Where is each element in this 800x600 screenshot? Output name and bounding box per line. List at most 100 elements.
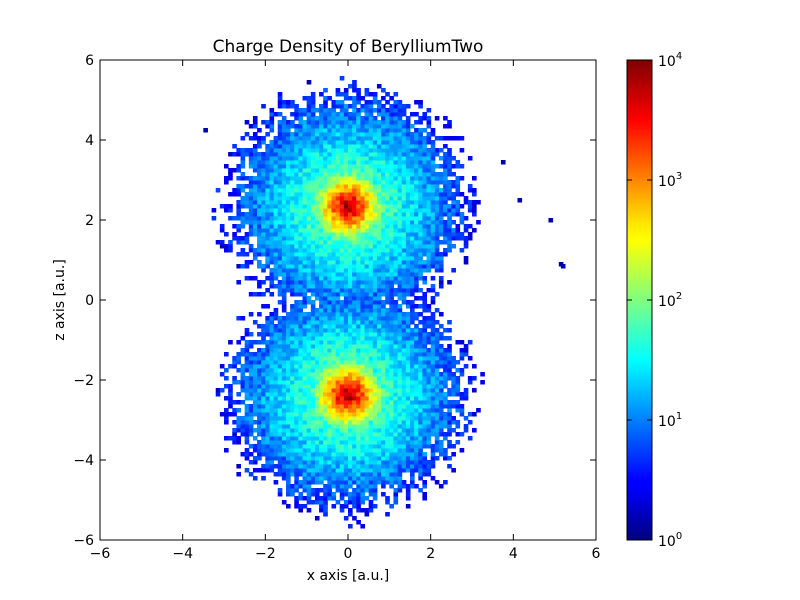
heatmap-cell — [401, 316, 407, 321]
heatmap-cell — [335, 140, 341, 145]
heatmap-cell — [451, 416, 456, 421]
heatmap-cell — [376, 212, 382, 217]
heatmap-cell — [348, 380, 353, 385]
heatmap-cell — [343, 404, 349, 409]
heatmap-cell — [277, 144, 283, 149]
heatmap-cell — [261, 324, 266, 329]
heatmap-cell — [389, 276, 394, 281]
heatmap-cell — [265, 428, 270, 433]
heatmap-cell — [434, 380, 440, 385]
heatmap-cell — [302, 428, 308, 433]
heatmap-cell — [302, 476, 308, 481]
heatmap-cell — [389, 460, 394, 465]
heatmap-cell — [327, 160, 332, 165]
heatmap-cell — [343, 96, 349, 101]
heatmap-cell — [447, 360, 452, 365]
heatmap-cell — [368, 208, 374, 213]
heatmap-cell — [286, 288, 291, 293]
heatmap-cell — [385, 244, 390, 249]
heatmap-cell — [356, 192, 361, 197]
heatmap-cell — [261, 336, 266, 341]
heatmap-cell — [426, 320, 432, 325]
heatmap-cell — [414, 240, 419, 245]
heatmap-cell — [364, 288, 370, 293]
heatmap-cell — [215, 392, 221, 397]
heatmap-cell — [385, 260, 390, 265]
heatmap-cell — [410, 164, 415, 169]
heatmap-cell — [397, 272, 403, 277]
heatmap-cell — [360, 468, 366, 473]
heatmap-cell — [215, 388, 221, 393]
heatmap-cell — [356, 296, 361, 301]
heatmap-cell — [422, 464, 428, 469]
heatmap-cell — [381, 344, 386, 349]
heatmap-cell — [467, 200, 473, 205]
heatmap-cell — [356, 112, 361, 117]
heatmap-cell — [352, 436, 357, 441]
heatmap-cell — [405, 272, 411, 277]
heatmap-cell — [331, 228, 337, 233]
heatmap-cell — [397, 148, 403, 153]
heatmap-cell — [414, 356, 419, 361]
heatmap-cell — [327, 404, 332, 409]
heatmap-cell — [240, 184, 246, 189]
heatmap-cell — [434, 388, 440, 393]
heatmap-cell — [323, 432, 328, 437]
heatmap-cell — [438, 412, 444, 417]
heatmap-cell — [443, 416, 448, 421]
heatmap-cell — [397, 128, 403, 133]
heatmap-cell — [385, 348, 390, 353]
heatmap-cell — [451, 452, 456, 457]
heatmap-cell — [376, 332, 382, 337]
heatmap-cell — [265, 400, 270, 405]
heatmap-cell — [261, 376, 266, 381]
heatmap-cell — [323, 304, 328, 309]
heatmap-cell — [323, 512, 328, 517]
heatmap-cell — [410, 480, 415, 485]
heatmap-cell — [343, 444, 349, 449]
heatmap-cell — [385, 360, 390, 365]
heatmap-cell — [240, 148, 246, 153]
heatmap-cell — [385, 316, 390, 321]
heatmap-cell — [294, 468, 299, 473]
heatmap-cell — [269, 368, 275, 373]
heatmap-cell — [314, 236, 320, 241]
heatmap-cell — [302, 256, 308, 261]
heatmap-cell — [389, 448, 394, 453]
heatmap-cell — [257, 416, 262, 421]
heatmap-cell — [368, 232, 374, 237]
heatmap-cell — [269, 352, 275, 357]
heatmap-cell — [352, 416, 357, 421]
heatmap-cell — [364, 228, 370, 233]
heatmap-cell — [376, 456, 382, 461]
heatmap-cell — [310, 428, 316, 433]
heatmap-cell — [389, 292, 394, 297]
heatmap-cell — [426, 288, 432, 293]
heatmap-cell — [352, 168, 357, 173]
heatmap-cell — [352, 324, 357, 329]
heatmap-cell — [319, 120, 324, 125]
heatmap-cell — [240, 416, 246, 421]
heatmap-cell — [273, 376, 279, 381]
heatmap-cell — [314, 284, 320, 289]
heatmap-cell — [323, 192, 328, 197]
heatmap-cell — [240, 216, 246, 221]
heatmap-cell — [290, 124, 295, 129]
heatmap-cell — [405, 464, 411, 469]
heatmap-cell — [414, 448, 419, 453]
heatmap-cell — [265, 408, 270, 413]
heatmap-cell — [368, 272, 374, 277]
heatmap-cell — [438, 312, 444, 317]
heatmap-cell — [385, 324, 390, 329]
heatmap-cell — [343, 488, 349, 493]
heatmap-cell — [368, 268, 374, 273]
heatmap-cell — [368, 308, 374, 313]
heatmap-cell — [426, 348, 432, 353]
heatmap-cell — [331, 268, 337, 273]
heatmap-cell — [252, 124, 258, 129]
heatmap-cell — [405, 412, 411, 417]
heatmap-cell — [327, 212, 332, 217]
heatmap-cell — [236, 424, 242, 429]
heatmap-cell — [414, 384, 419, 389]
heatmap-cell — [310, 332, 316, 337]
